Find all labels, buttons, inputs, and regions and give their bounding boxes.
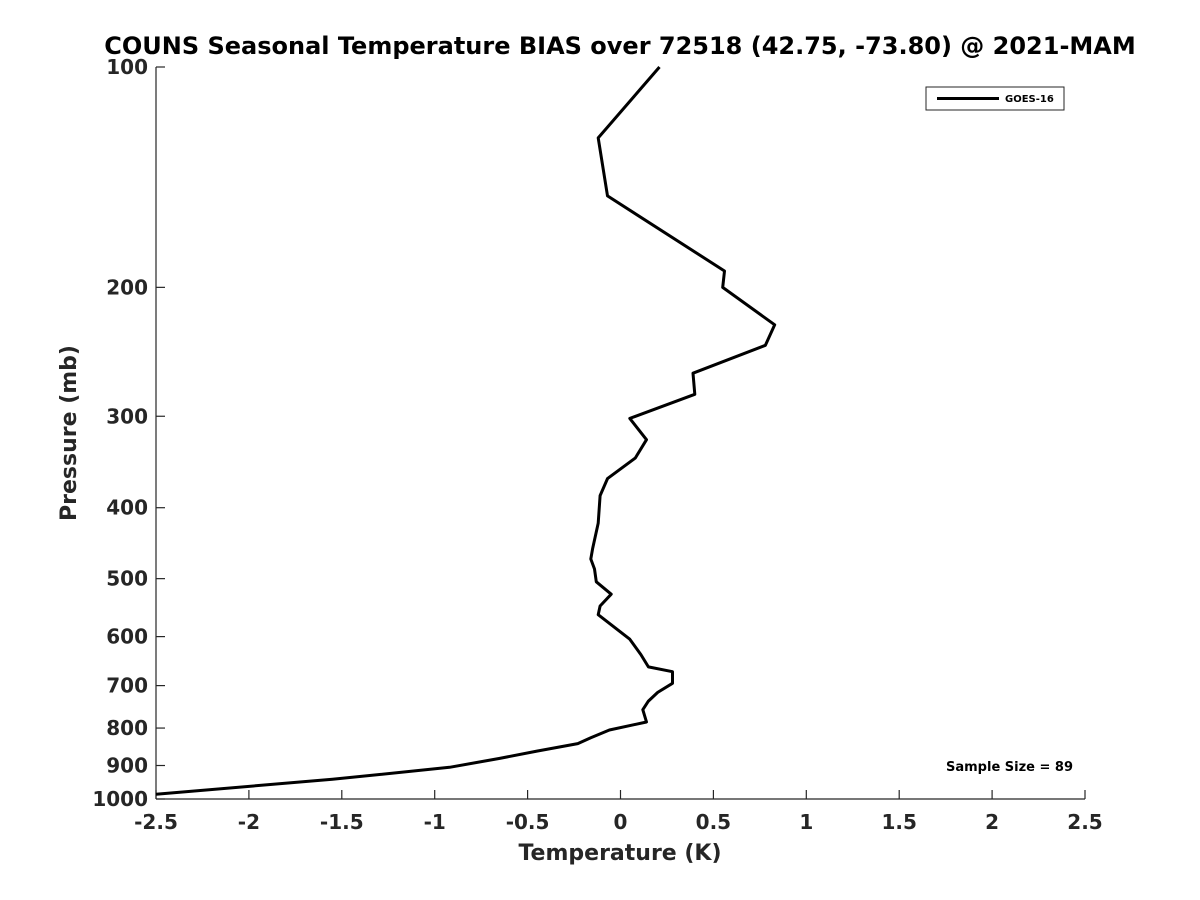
- y-axis-label: Pressure (mb): [57, 345, 82, 521]
- legend-label-goes-16: GOES-16: [1005, 94, 1054, 105]
- chart-title: COUNS Seasonal Temperature BIAS over 725…: [104, 32, 1136, 60]
- x-tick-label: -1: [424, 810, 446, 834]
- x-tick-label: 0.5: [696, 810, 731, 834]
- sample-size-annotation: Sample Size = 89: [946, 760, 1073, 775]
- x-tick-label: 2: [985, 810, 999, 834]
- x-tick-label: -2: [238, 810, 260, 834]
- y-tick-label: 400: [106, 496, 148, 520]
- x-ticks: -2.5 -2 -1.5 -1 -0.5 0 0.5 1 1.5 2 2.5: [134, 790, 1103, 834]
- y-tick-label: 1000: [92, 787, 148, 811]
- x-axis-label: Temperature (K): [518, 841, 721, 866]
- x-tick-label: 2.5: [1067, 810, 1102, 834]
- x-tick-label: 1: [799, 810, 813, 834]
- y-tick-label: 800: [106, 716, 148, 740]
- plot-area: [156, 67, 1085, 799]
- y-tick-label: 200: [106, 275, 148, 299]
- x-tick-label: 0: [614, 810, 628, 834]
- x-tick-label: -2.5: [134, 810, 178, 834]
- y-ticks: 100 200 300 400 500 600 700 800 900 1000: [92, 55, 165, 811]
- y-tick-label: 100: [106, 55, 148, 79]
- y-tick-label: 300: [106, 404, 148, 428]
- y-tick-label: 600: [106, 625, 148, 649]
- x-tick-label: -1.5: [320, 810, 364, 834]
- y-tick-label: 500: [106, 567, 148, 591]
- series-line-goes-16: [155, 66, 777, 796]
- legend: GOES-16: [925, 86, 1065, 111]
- x-tick-label: -0.5: [506, 810, 550, 834]
- y-tick-label: 700: [106, 674, 148, 698]
- x-tick-label: 1.5: [881, 810, 916, 834]
- y-tick-label: 900: [106, 754, 148, 778]
